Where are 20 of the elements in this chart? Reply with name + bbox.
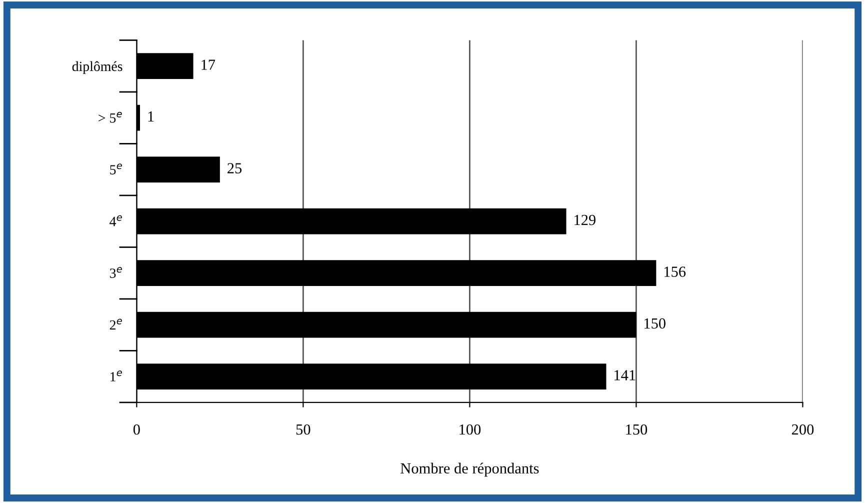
y-tick-label: > 5$^{e}$	[98, 112, 122, 123]
y-tick-label: 5$^{e}$	[110, 164, 122, 174]
data-label: 25	[228, 163, 242, 174]
x-tick-label: 150	[626, 424, 648, 435]
x-axis-title: Nombre de répondants	[400, 462, 539, 477]
data-label: 129	[574, 214, 596, 226]
data-label: 156	[664, 266, 686, 277]
y-tick-label: 4$^{e}$	[110, 215, 122, 226]
y-tick-label: 3$^{e}$	[110, 267, 122, 278]
data-label: 141	[614, 370, 636, 380]
x-tick-label: 200	[792, 424, 814, 435]
x-tick-label: 100	[460, 424, 481, 435]
x-tick-label: 50	[296, 424, 310, 435]
y-tick-label: 2$^{e}$	[110, 318, 122, 330]
data-label: 150	[644, 318, 666, 329]
y-tick-label: diplômés	[72, 61, 122, 74]
data-label: 1	[148, 111, 154, 122]
x-tick-label: 0	[133, 424, 140, 435]
data-label: 17	[202, 60, 216, 70]
y-tick-label: 1$^{e}$	[110, 370, 122, 382]
